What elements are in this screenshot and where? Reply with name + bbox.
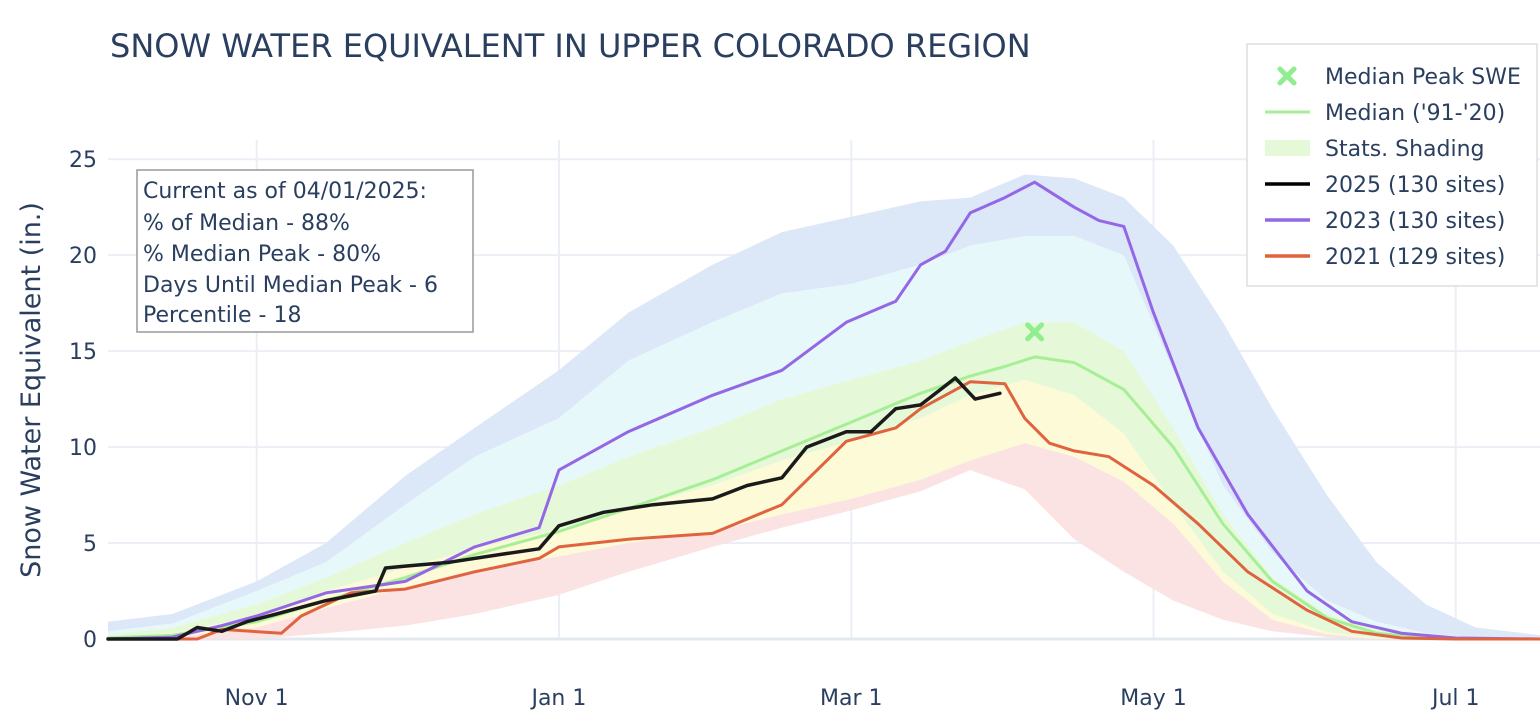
x-tick-label: Mar 1 bbox=[820, 686, 883, 711]
y-tick-label: 25 bbox=[69, 148, 97, 173]
y-tick-label: 10 bbox=[69, 436, 97, 461]
series-line-2023-130-sites bbox=[106, 180, 1540, 641]
info-box-border bbox=[136, 169, 474, 333]
median-peak-layer bbox=[1025, 322, 1045, 342]
series-lines bbox=[106, 180, 1540, 641]
x-tick-label: May 1 bbox=[1120, 686, 1186, 711]
band-swatch-icon bbox=[1265, 140, 1310, 156]
legend-item-2025[interactable]: 2025 (130 sites) bbox=[1265, 173, 1505, 198]
y-tick-label: 0 bbox=[83, 628, 97, 653]
legend-item-2021[interactable]: 2021 (129 sites) bbox=[1265, 245, 1505, 270]
y-tick-label: 20 bbox=[69, 244, 97, 269]
x-tick-label: Nov 1 bbox=[225, 686, 289, 711]
info-line-pct-peak: % Median Peak - 80% bbox=[143, 242, 381, 267]
median-peak-marker bbox=[1025, 322, 1045, 342]
info-box: Current as of 04/01/2025: % of Median - … bbox=[136, 169, 474, 333]
band-max-90 bbox=[108, 174, 1540, 639]
y-tick-label: 5 bbox=[83, 532, 97, 557]
legend-label: 2021 (129 sites) bbox=[1325, 245, 1505, 270]
y-tick-label: 15 bbox=[69, 340, 97, 365]
legend-item-median[interactable]: Median ('91-'20) bbox=[1265, 101, 1505, 126]
legend-item-stats-shading[interactable]: Stats. Shading bbox=[1265, 137, 1485, 162]
y-axis-label: Snow Water Equivalent (in.) bbox=[16, 202, 47, 578]
series-line-2025-130-sites bbox=[106, 376, 1002, 641]
band-90-70 bbox=[108, 236, 1540, 639]
legend-label: Stats. Shading bbox=[1325, 137, 1485, 162]
legend-label: Median Peak SWE bbox=[1325, 65, 1521, 90]
axis-ticks: 0 5 10 15 20 25 Nov 1 Jan 1 Mar 1 May 1 Jul 1 bbox=[69, 148, 1480, 711]
x-marker-icon bbox=[1277, 66, 1297, 86]
legend-label: 2025 (130 sites) bbox=[1325, 173, 1505, 198]
legend-label: Median ('91-'20) bbox=[1325, 101, 1505, 126]
info-line-days-peak: Days Until Median Peak - 6 bbox=[143, 273, 438, 298]
band-70-50 bbox=[108, 322, 1540, 639]
legend-item-median-peak[interactable]: Median Peak SWE bbox=[1277, 65, 1521, 90]
info-line-date: Current as of 04/01/2025: bbox=[143, 179, 427, 204]
info-line-percentile: Percentile - 18 bbox=[143, 303, 301, 328]
stats-shading-bands bbox=[108, 174, 1540, 639]
legend: Median Peak SWE Median ('91-'20) Stats. … bbox=[1246, 43, 1538, 287]
x-tick-label: Jan 1 bbox=[529, 686, 586, 711]
x-tick-label: Jul 1 bbox=[1430, 686, 1480, 711]
legend-label: 2023 (130 sites) bbox=[1325, 209, 1505, 234]
band-30-min bbox=[108, 443, 1540, 639]
legend-item-2023[interactable]: 2023 (130 sites) bbox=[1265, 209, 1505, 234]
series-line-median-91-20 bbox=[106, 355, 1540, 641]
chart-title: SNOW WATER EQUIVALENT IN UPPER COLORADO … bbox=[110, 27, 1031, 65]
info-line-pct-median: % of Median - 88% bbox=[143, 211, 350, 236]
